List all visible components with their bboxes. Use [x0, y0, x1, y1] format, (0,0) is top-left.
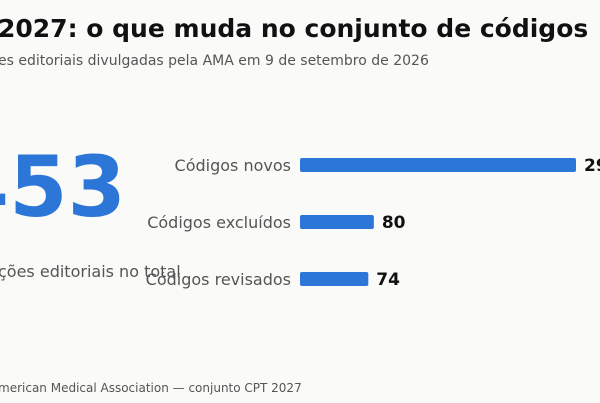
value-label: 299 [584, 156, 600, 176]
bar [300, 215, 374, 229]
bar [300, 158, 576, 172]
value-label: 74 [376, 270, 400, 290]
bar [300, 272, 369, 286]
category-label: Códigos excluídos [147, 213, 291, 232]
chart-title: 2027: o que muda no conjunto de códigos [0, 14, 588, 43]
category-label: Códigos revisados [146, 270, 291, 289]
headline-label: ções editoriais no total [0, 262, 181, 281]
source-note: merican Medical Association — conjunto C… [0, 381, 302, 395]
category-label: Códigos novos [175, 156, 291, 175]
headline-number: 453 [0, 138, 126, 236]
value-label: 80 [382, 213, 406, 233]
chart-subtitle: es editoriais divulgadas pela AMA em 9 d… [0, 53, 429, 69]
